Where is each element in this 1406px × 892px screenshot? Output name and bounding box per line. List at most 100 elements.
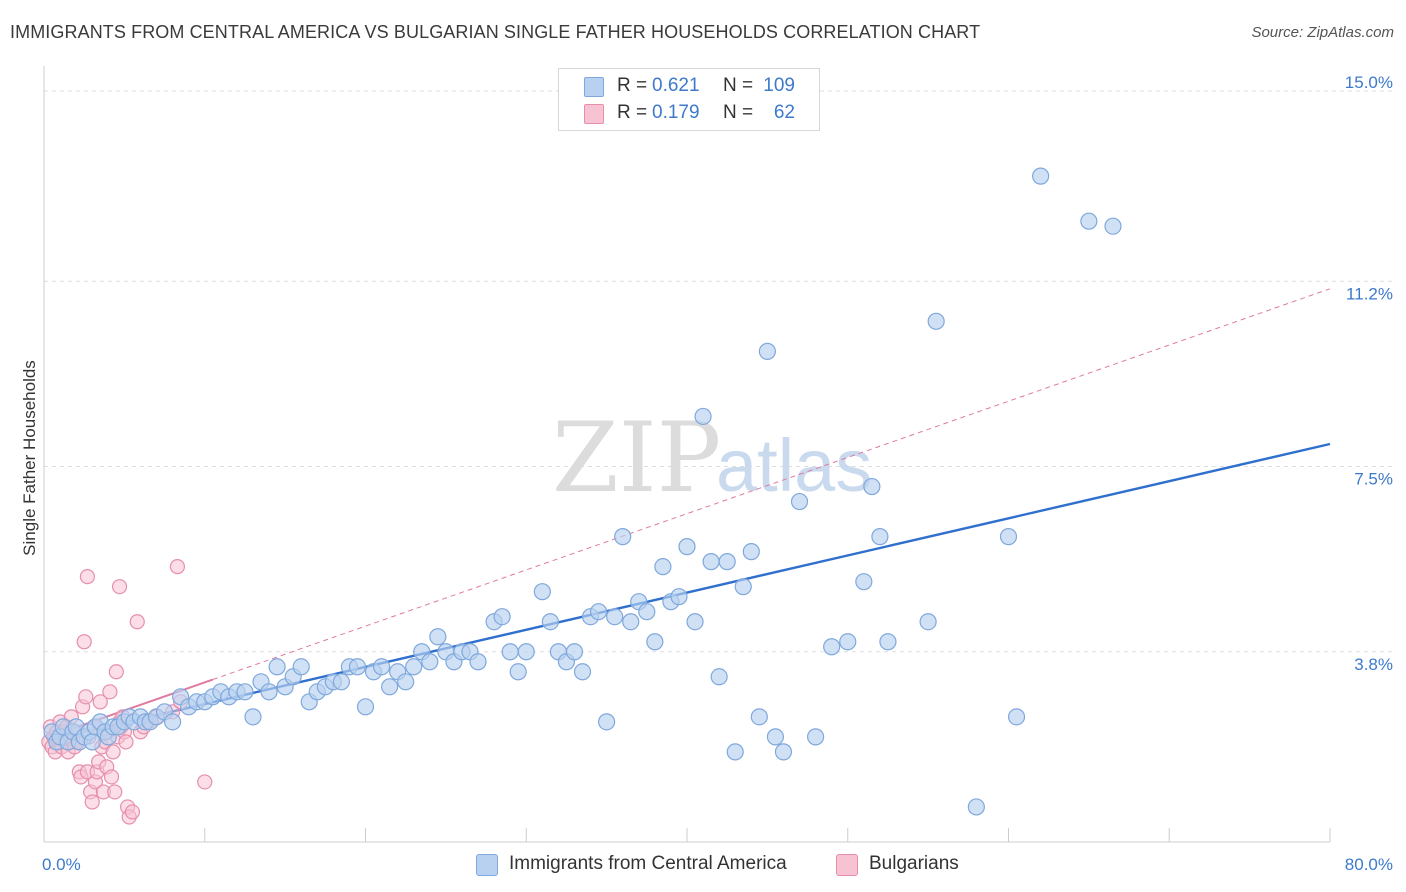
pink-data-point xyxy=(118,734,134,750)
blue-data-point xyxy=(1104,217,1122,235)
pink-data-point xyxy=(197,774,213,790)
blue-data-point xyxy=(863,477,881,496)
blue-data-point xyxy=(758,342,776,360)
blue-data-point xyxy=(670,588,688,606)
blue-data-point xyxy=(372,658,391,676)
blue-data-point xyxy=(879,633,897,651)
blue-data-point xyxy=(356,698,375,716)
blue-swatch-icon xyxy=(584,77,604,97)
watermark: ZIP atlas xyxy=(552,402,872,514)
blue-data-point xyxy=(694,407,712,426)
blue-data-point xyxy=(469,653,487,671)
x-tick-label: 0.0% xyxy=(42,855,81,874)
pink-data-point xyxy=(84,794,100,810)
trend-lines xyxy=(48,288,1331,741)
blue-data-point xyxy=(718,553,736,571)
blue-data-point xyxy=(573,663,592,681)
series-legend: Immigrants from Central America Bulgaria… xyxy=(0,852,1406,878)
blue-data-point xyxy=(638,603,656,621)
blue-data-point xyxy=(397,673,415,691)
pink-data-point xyxy=(79,569,96,585)
blue-data-point xyxy=(823,638,841,656)
blue-data-point xyxy=(509,663,527,681)
n-value: 62 xyxy=(773,102,795,123)
r-value: 0.179 xyxy=(652,102,700,123)
blue-data-point xyxy=(750,708,768,726)
blue-data-point xyxy=(517,643,535,661)
n-label: N = xyxy=(723,75,754,96)
blue-data-point xyxy=(565,643,584,661)
blue-data-point xyxy=(919,613,937,631)
tick-labels: 3.8% 7.5% 11.2% 15.0% 0.0% 80.0% xyxy=(42,73,1393,874)
blue-data-point xyxy=(710,668,728,686)
blue-data-point xyxy=(236,683,254,701)
blue-data-point xyxy=(790,492,809,511)
blue-data-point xyxy=(622,613,640,631)
pink-data-point xyxy=(111,579,128,595)
chart-source: Source: ZipAtlas.com xyxy=(1251,24,1394,41)
y-tick-label: 7.5% xyxy=(1354,470,1393,489)
blue-data-point xyxy=(1032,167,1050,185)
blue-data-point xyxy=(855,573,873,591)
stats-legend: R = 0.621 N = 109 R = 0.179 N = 62 xyxy=(558,68,820,131)
blue-data-point xyxy=(774,743,793,761)
pink-swatch-icon xyxy=(584,104,604,124)
r-label: R = xyxy=(617,75,648,96)
r-label: R = xyxy=(617,102,648,123)
blue-data-point xyxy=(244,708,262,726)
blue-data-point xyxy=(1080,212,1098,230)
y-tick-label: 11.2% xyxy=(1346,284,1393,303)
pink-data-point xyxy=(103,769,120,785)
blue-data-point xyxy=(268,658,286,676)
y-axis-label: Single Father Households xyxy=(20,360,39,556)
pink-data-point xyxy=(78,689,94,705)
grid-lines xyxy=(44,90,1392,653)
pink-data-point xyxy=(76,634,92,650)
data-points xyxy=(41,167,1122,825)
legend-label: Immigrants from Central America xyxy=(509,853,787,874)
blue-data-point xyxy=(742,543,760,561)
blue-data-point xyxy=(493,608,511,626)
blue-data-point xyxy=(533,583,551,601)
pink-data-point xyxy=(92,694,108,710)
blue-data-point xyxy=(927,312,945,330)
blue-data-point xyxy=(606,608,624,626)
blue-data-point xyxy=(806,728,825,746)
blue-data-point xyxy=(421,653,439,671)
y-tick-label: 3.8% xyxy=(1354,655,1393,674)
x-tick-label: 80.0% xyxy=(1345,855,1393,874)
pink-swatch-icon xyxy=(836,854,858,876)
blue-data-point xyxy=(839,633,857,651)
legend-label: Bulgarians xyxy=(869,853,959,874)
pink-data-point xyxy=(105,744,121,760)
pink-data-point xyxy=(107,784,123,800)
blue-data-point xyxy=(381,678,399,696)
pink-data-point xyxy=(108,664,124,680)
blue-data-point xyxy=(405,658,423,676)
blue-data-point xyxy=(332,673,350,691)
blue-data-point xyxy=(734,578,752,596)
n-value: 109 xyxy=(763,75,795,96)
stats-row-central-america: R = 0.621 N = 109 xyxy=(559,73,819,99)
blue-data-point xyxy=(589,603,608,621)
blue-data-point xyxy=(260,683,278,701)
blue-data-point xyxy=(348,658,367,676)
blue-data-point xyxy=(686,613,704,631)
axes xyxy=(43,66,1331,843)
pink-data-point xyxy=(124,804,141,820)
blue-data-point xyxy=(292,658,310,676)
stats-row-bulgarians: R = 0.179 N = 62 xyxy=(559,100,819,126)
y-tick-label: 15.0% xyxy=(1345,73,1393,92)
blue-data-point xyxy=(164,713,182,731)
blue-data-point xyxy=(967,798,985,816)
blue-data-point xyxy=(598,713,616,731)
blue-data-point xyxy=(702,553,720,571)
r-value: 0.621 xyxy=(652,75,700,96)
watermark-atlas: atlas xyxy=(716,424,872,507)
blue-data-point xyxy=(501,643,519,661)
pink-data-point xyxy=(102,684,118,700)
pink-data-point xyxy=(129,614,145,630)
watermark-zip: ZIP xyxy=(552,402,721,514)
blue-data-point xyxy=(678,538,696,556)
